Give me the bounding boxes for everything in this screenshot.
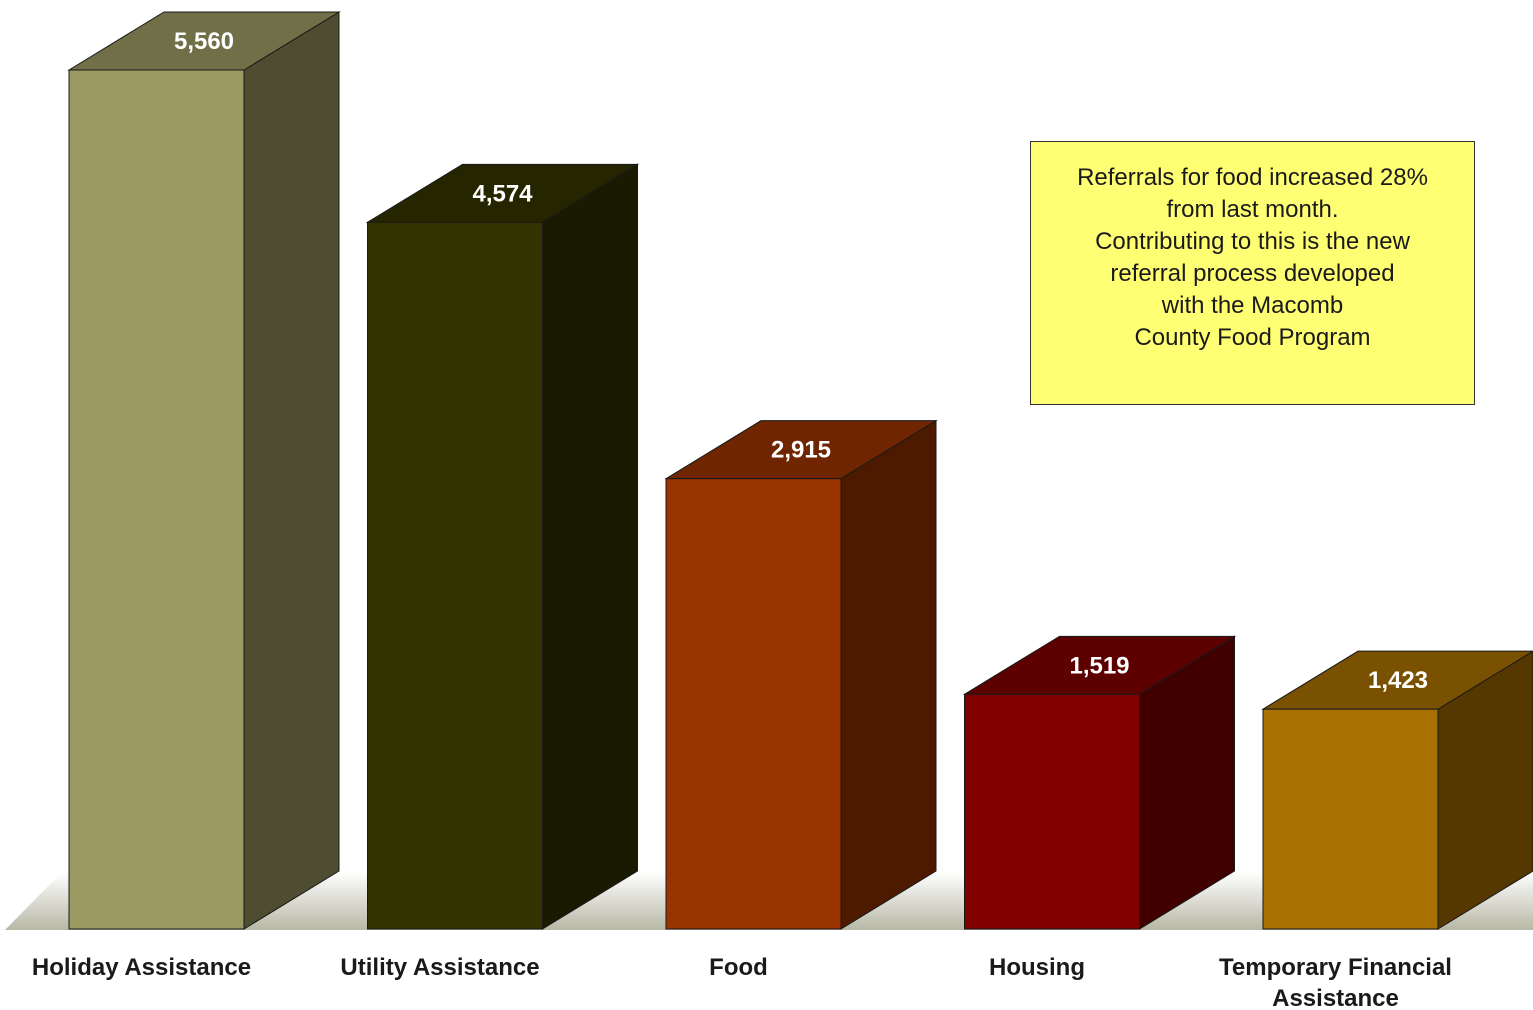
- data-label: 5,560: [174, 28, 234, 55]
- category-label-line: Food: [709, 954, 768, 981]
- category-label: Housing: [989, 954, 1085, 981]
- annotation-line: Referrals for food increased 28%: [1077, 164, 1428, 191]
- bar-front-face: [964, 693, 1140, 930]
- bar: [67, 11, 341, 930]
- category-label-line: Utility Assistance: [340, 954, 539, 981]
- data-label: 1,423: [1368, 667, 1428, 694]
- annotation-line: referral process developed: [1110, 260, 1395, 287]
- data-label: 2,915: [771, 437, 831, 464]
- annotation-box: Referrals for food increased 28% from la…: [1030, 141, 1475, 405]
- data-label: 4,574: [472, 180, 533, 207]
- category-label: Utility Assistance: [340, 954, 539, 981]
- bar-side-face: [243, 11, 340, 930]
- bar-side-face: [542, 163, 638, 930]
- bar-front-face: [367, 221, 543, 930]
- bar-side-face: [840, 419, 937, 930]
- annotation-line: Contributing to this is the new: [1095, 228, 1410, 255]
- bar: [962, 635, 1237, 930]
- category-label: Food: [709, 954, 768, 981]
- bar: [1261, 650, 1533, 930]
- annotation-line: County Food Program: [1134, 324, 1371, 351]
- category-label-line: Holiday Assistance: [32, 954, 251, 981]
- category-label-line: Housing: [989, 954, 1085, 981]
- bar-front-face: [68, 69, 245, 930]
- bar-front-face: [665, 478, 842, 930]
- category-label: Holiday Assistance: [32, 954, 251, 981]
- category-label-line: Temporary Financial: [1219, 954, 1452, 981]
- bar: [365, 163, 640, 930]
- category-label-line: Assistance: [1272, 985, 1399, 1010]
- category-label: Temporary Financial Assistance: [1219, 954, 1452, 1010]
- annotation-line: from last month.: [1166, 196, 1339, 223]
- bar-front-face: [1262, 708, 1439, 930]
- annotation-line: with the Macomb: [1161, 292, 1344, 319]
- data-label: 1,519: [1069, 652, 1129, 679]
- bar: [664, 419, 938, 930]
